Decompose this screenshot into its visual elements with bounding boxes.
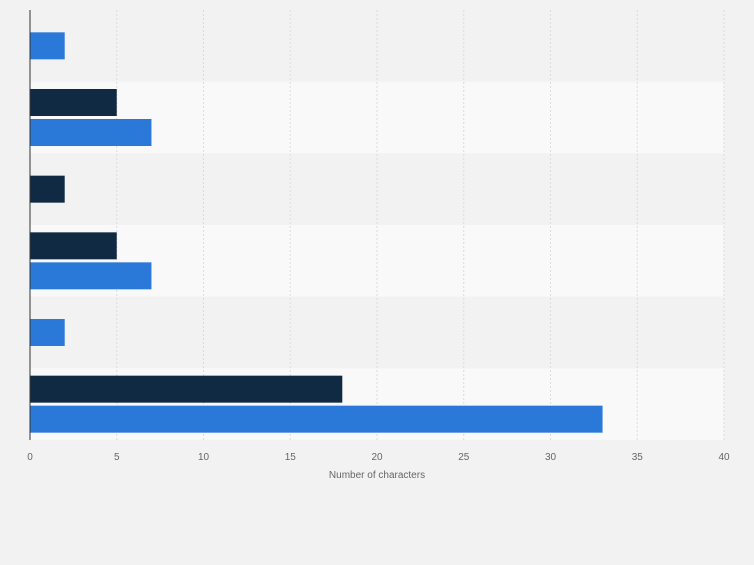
row-band xyxy=(30,153,724,225)
x-tick-label: 25 xyxy=(458,452,470,463)
x-tick-label: 20 xyxy=(371,452,383,463)
bar xyxy=(30,89,117,116)
x-tick-label: 0 xyxy=(27,452,33,463)
x-tick-label: 30 xyxy=(545,452,557,463)
bar xyxy=(30,175,65,203)
row-bands xyxy=(30,10,724,440)
x-tick-label: 5 xyxy=(114,452,120,463)
x-axis-title: Number of characters xyxy=(329,470,425,481)
x-tick-label: 35 xyxy=(632,452,644,463)
x-tick-label: 40 xyxy=(718,452,730,463)
bar xyxy=(30,405,603,433)
bar xyxy=(30,232,117,260)
x-tick-labels: 0 5 10 15 20 25 30 35 40 xyxy=(27,452,730,463)
bar xyxy=(30,262,152,290)
row-band xyxy=(30,10,724,82)
bar xyxy=(30,319,65,346)
bar xyxy=(30,375,343,403)
x-tick-label: 10 xyxy=(198,452,210,463)
row-band xyxy=(30,296,724,369)
bar xyxy=(30,32,65,60)
bar xyxy=(30,119,152,146)
x-tick-label: 15 xyxy=(285,452,297,463)
bars xyxy=(30,32,603,433)
